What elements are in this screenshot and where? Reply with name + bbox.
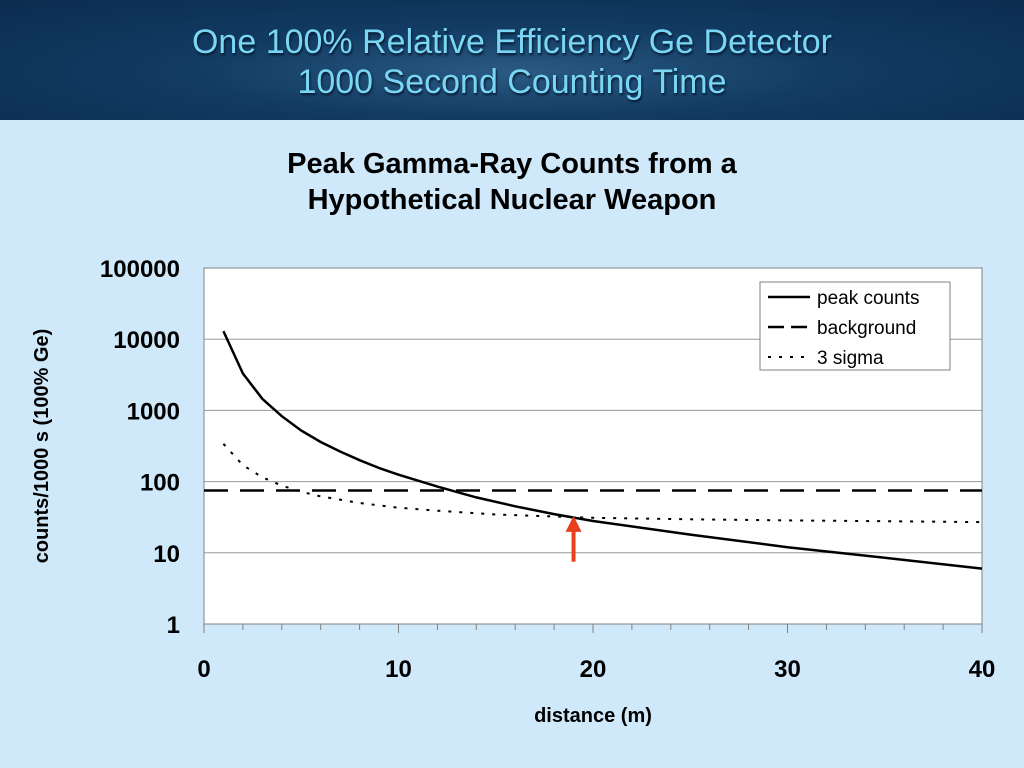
- y-axis-label: counts/1000 s (100% Ge): [31, 329, 53, 564]
- annotations: [565, 515, 582, 562]
- legend: peak counts background 3 sigma: [759, 281, 951, 371]
- y-tick-label: 10: [153, 541, 180, 568]
- chart-title-line2: Hypothetical Nuclear Weapon: [307, 184, 717, 216]
- series-group: [204, 330, 983, 570]
- x-tick-label: 30: [774, 656, 801, 683]
- y-tick-label: 1000: [127, 398, 180, 425]
- x-tick-label: 40: [969, 656, 996, 683]
- x-tick-label: 10: [385, 656, 412, 683]
- series-peak-counts-line: [222, 330, 983, 570]
- y-tick-label: 100000: [100, 256, 180, 283]
- x-tick-label: 20: [580, 656, 607, 683]
- x-tick-label: 0: [197, 656, 210, 683]
- legend-label: 3 sigma: [817, 348, 884, 369]
- y-tick-label: 10000: [113, 327, 180, 354]
- slide-title-line1: One 100% Relative Efficiency Ge Detector: [191, 23, 833, 61]
- arrow-head: [565, 515, 582, 532]
- axes: 1 10 100 1000 10000 100000 0 10 20 30 40: [100, 256, 995, 683]
- slide-title-line2: 1000 Second Counting Time: [297, 63, 727, 101]
- chart-title: Peak Gamma-Ray Counts from a Hypothetica…: [0, 146, 1024, 218]
- legend-label: background: [817, 318, 916, 339]
- slide-header: One 100% Relative Efficiency Ge Detector…: [0, 0, 1024, 120]
- legend-label: peak counts: [817, 288, 919, 309]
- y-tick-label: 100: [140, 470, 180, 497]
- x-axis-label: distance (m): [534, 705, 652, 727]
- chart-title-line1: Peak Gamma-Ray Counts from a: [287, 148, 737, 180]
- y-tick-label: 1: [167, 612, 180, 639]
